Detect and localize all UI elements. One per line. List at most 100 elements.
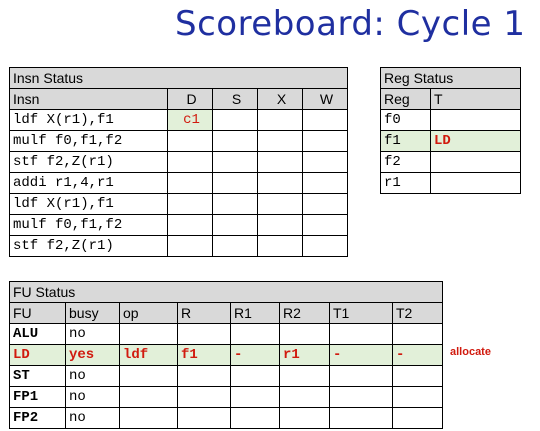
- x-cell: [257, 172, 303, 194]
- table-row: FP1 no: [9, 386, 443, 408]
- header-op: op: [119, 302, 178, 324]
- table-row: mulf f0,f1,f2: [9, 130, 349, 152]
- header-fu: FU: [9, 302, 66, 324]
- t-cell: [429, 172, 522, 194]
- header-r2: R2: [279, 302, 330, 324]
- x-cell: [257, 235, 303, 257]
- busy-cell: no: [65, 323, 120, 345]
- w-cell: [301, 193, 349, 215]
- t-cell: [429, 151, 522, 173]
- t-cell: LD: [429, 130, 522, 152]
- insn-cell: mulf f0,f1,f2: [9, 214, 168, 236]
- busy-cell: no: [65, 407, 120, 429]
- t1-cell: [329, 386, 393, 408]
- header-d: D: [167, 88, 213, 110]
- r2-cell: [279, 365, 330, 387]
- fu-cell: FP1: [9, 386, 66, 408]
- w-cell: [301, 235, 349, 257]
- t1-cell: [329, 365, 393, 387]
- header-t2: T2: [392, 302, 443, 324]
- x-cell: [257, 214, 303, 236]
- s-cell: [212, 193, 258, 215]
- header-insn: Insn: [9, 88, 168, 110]
- r2-cell: [279, 407, 330, 429]
- op-cell: [119, 386, 178, 408]
- s-cell: [212, 235, 258, 257]
- r1-cell: -: [230, 344, 280, 366]
- d-cell: [167, 151, 213, 173]
- t1-cell: [329, 323, 393, 345]
- insn-cell: ldf X(r1),f1: [9, 109, 168, 131]
- r-cell: [177, 386, 231, 408]
- s-cell: [212, 130, 258, 152]
- s-cell: [212, 109, 258, 131]
- d-cell: [167, 130, 213, 152]
- w-cell: [301, 172, 349, 194]
- insn-status-caption: Insn Status: [8, 67, 349, 89]
- table-row: ldf X(r1),f1: [9, 193, 349, 215]
- t2-cell: -: [392, 344, 443, 366]
- t-cell: [429, 109, 522, 131]
- r1-cell: [230, 365, 280, 387]
- fu-cell: LD: [9, 344, 66, 366]
- s-cell: [212, 214, 258, 236]
- r-cell: [177, 323, 231, 345]
- insn-status-table: Insn Status Insn D S X W ldf X(r1),f1 c1…: [8, 67, 349, 257]
- header-r: R: [177, 302, 231, 324]
- fu-cell: ALU: [9, 323, 66, 345]
- r-cell: [177, 407, 231, 429]
- t2-cell: [392, 365, 443, 387]
- insn-cell: ldf X(r1),f1: [9, 193, 168, 215]
- r-cell: f1: [177, 344, 231, 366]
- busy-cell: no: [65, 386, 120, 408]
- w-cell: [301, 109, 349, 131]
- r1-cell: [230, 407, 280, 429]
- d-cell: [167, 172, 213, 194]
- reg-cell: r1: [380, 172, 431, 194]
- table-row: ldf X(r1),f1 c1: [9, 109, 349, 131]
- x-cell: [257, 151, 303, 173]
- w-cell: [301, 151, 349, 173]
- x-cell: [257, 193, 303, 215]
- r1-cell: [230, 386, 280, 408]
- header-t: T: [429, 88, 522, 110]
- header-busy: busy: [65, 302, 120, 324]
- table-row: stf f2,Z(r1): [9, 151, 349, 173]
- op-cell: [119, 323, 178, 345]
- reg-cell: f1: [380, 130, 431, 152]
- table-row: f2: [380, 151, 522, 173]
- table-row: mulf f0,f1,f2: [9, 214, 349, 236]
- d-cell: [167, 235, 213, 257]
- table-row: f0: [380, 109, 522, 131]
- s-cell: [212, 151, 258, 173]
- t1-cell: [329, 407, 393, 429]
- d-cell: [167, 193, 213, 215]
- fu-status-caption: FU Status: [9, 281, 443, 303]
- r2-cell: [279, 386, 330, 408]
- d-cell: [167, 214, 213, 236]
- r1-cell: [230, 323, 280, 345]
- busy-cell: yes: [65, 344, 120, 366]
- reg-cell: f2: [380, 151, 431, 173]
- table-row: LD yes ldf f1 - r1 - -: [9, 344, 443, 366]
- header-r1: R1: [230, 302, 280, 324]
- t2-cell: [392, 386, 443, 408]
- header-t1: T1: [329, 302, 393, 324]
- header-w: W: [301, 88, 349, 110]
- t2-cell: [392, 323, 443, 345]
- table-row: stf f2,Z(r1): [9, 235, 349, 257]
- table-row: f1 LD: [380, 130, 522, 152]
- w-cell: [301, 130, 349, 152]
- insn-cell: stf f2,Z(r1): [9, 235, 168, 257]
- op-cell: [119, 407, 178, 429]
- page-title: Scoreboard: Cycle 1: [175, 4, 526, 44]
- t1-cell: -: [329, 344, 393, 366]
- busy-cell: no: [65, 365, 120, 387]
- header-x: X: [257, 88, 303, 110]
- header-s: S: [212, 88, 258, 110]
- table-row: ALU no: [9, 323, 443, 345]
- reg-status-caption: Reg Status: [379, 67, 522, 89]
- d-cell: c1: [167, 109, 213, 131]
- insn-cell: mulf f0,f1,f2: [9, 130, 168, 152]
- table-row: r1: [380, 172, 522, 194]
